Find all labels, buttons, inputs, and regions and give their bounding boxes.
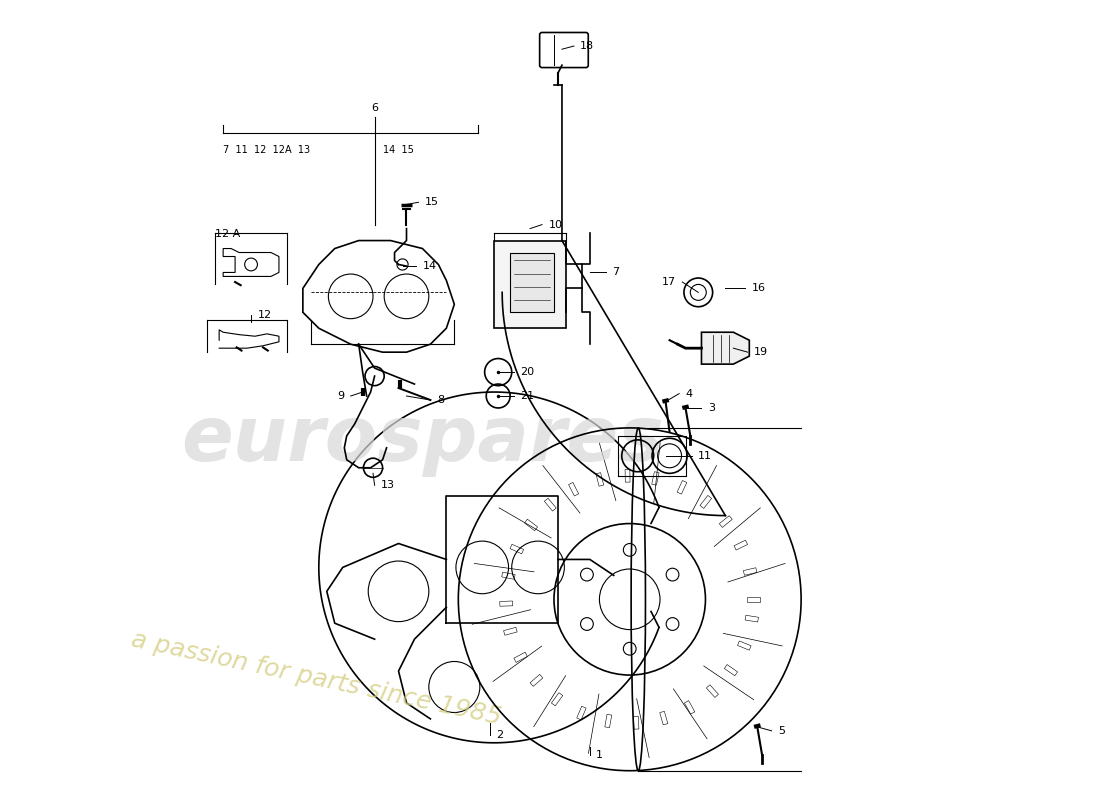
Text: 5: 5: [778, 726, 785, 736]
Text: 7  11  12  12A  13: 7 11 12 12A 13: [223, 145, 310, 155]
Text: 16: 16: [751, 283, 766, 294]
Text: 6: 6: [371, 103, 378, 113]
Text: 19: 19: [755, 347, 768, 357]
Text: eurospares: eurospares: [182, 403, 664, 477]
Text: 21: 21: [520, 391, 535, 401]
Text: 12 A: 12 A: [216, 229, 241, 238]
Polygon shape: [494, 241, 565, 328]
Text: 20: 20: [520, 367, 535, 377]
Text: 9: 9: [338, 391, 344, 401]
Text: 17: 17: [662, 277, 676, 287]
Text: 13: 13: [381, 480, 395, 490]
FancyBboxPatch shape: [540, 33, 589, 67]
Text: 10: 10: [549, 220, 562, 230]
Text: 4: 4: [685, 389, 693, 398]
Polygon shape: [510, 253, 554, 312]
Text: 2: 2: [496, 730, 504, 740]
Text: a passion for parts since 1985: a passion for parts since 1985: [129, 628, 504, 730]
Text: 14: 14: [422, 261, 437, 271]
Text: 1: 1: [596, 750, 603, 760]
Text: 12: 12: [257, 310, 272, 320]
Text: 14  15: 14 15: [383, 145, 414, 155]
Text: 15: 15: [425, 198, 439, 207]
Text: 18: 18: [581, 41, 594, 51]
Text: 11: 11: [698, 451, 713, 461]
Polygon shape: [302, 241, 454, 352]
Text: 8: 8: [437, 395, 444, 405]
Polygon shape: [702, 332, 749, 364]
Text: 7: 7: [613, 267, 619, 278]
Text: 3: 3: [708, 403, 715, 413]
